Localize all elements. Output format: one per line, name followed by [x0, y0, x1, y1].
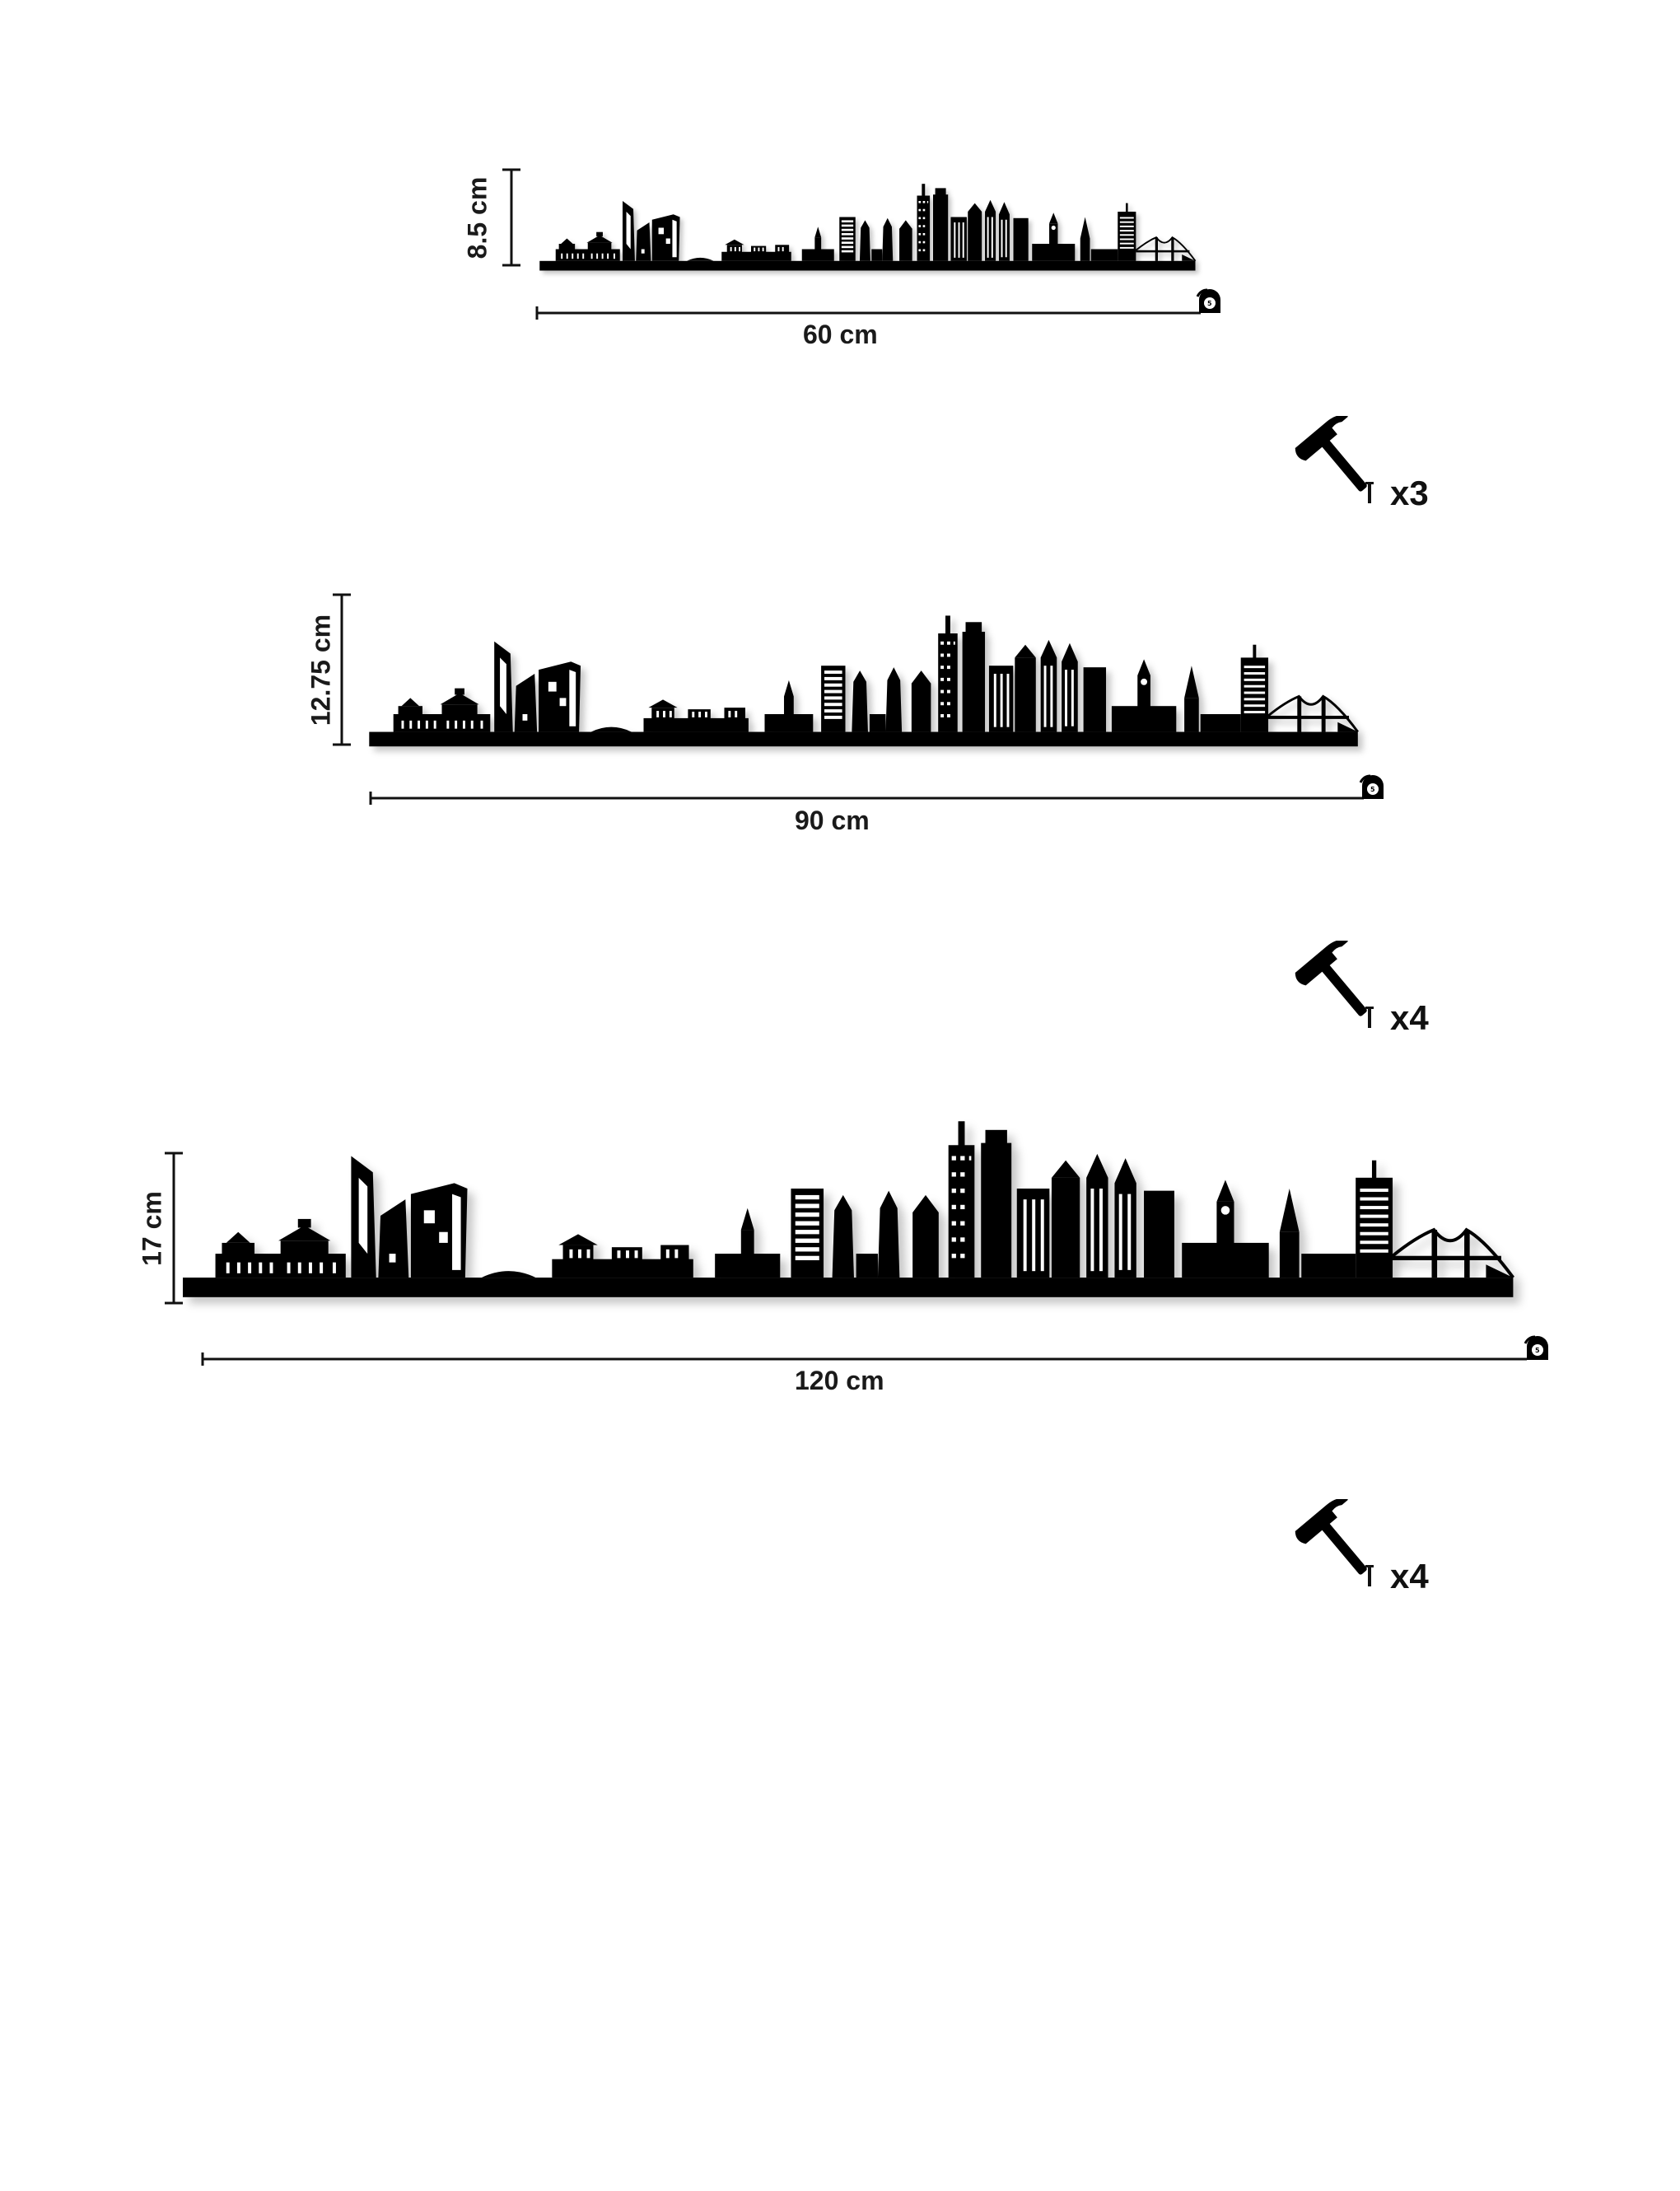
- variant-120cm: 17 cm 120 cm x4: [0, 1054, 1680, 1680]
- variant-60cm: 8.5 cm 60 cm x3: [0, 0, 1680, 527]
- tape-measure-icon: [1196, 288, 1222, 315]
- nail-requirement: x4: [1293, 1499, 1458, 1598]
- width-label: 60 cm: [803, 320, 878, 349]
- width-label: 90 cm: [795, 806, 870, 835]
- height-label: 8.5 cm: [462, 176, 492, 259]
- skyline-silhouette: [535, 169, 1202, 276]
- height-label: 12.75 cm: [306, 614, 336, 726]
- width-dimension-line: [369, 792, 1364, 805]
- height-label: 17 cm: [137, 1191, 167, 1266]
- nail-count: x3: [1390, 474, 1429, 512]
- width-dimension-line: [535, 306, 1201, 320]
- height-dimension-line: [333, 593, 351, 746]
- variant-90cm: 12.75 cm 90 cm x4: [0, 527, 1680, 1054]
- height-dimension-line: [502, 168, 520, 267]
- tape-measure-icon: [1524, 1335, 1550, 1362]
- skyline-silhouette: [366, 593, 1365, 754]
- width-label: 120 cm: [795, 1366, 884, 1395]
- width-dimension-line: [201, 2183, 209, 2191]
- nail-count: x4: [1390, 1557, 1429, 1595]
- tape-measure-icon: [1359, 774, 1385, 801]
- width-dimension-line: [201, 1352, 1527, 1366]
- nail-requirement: x3: [1293, 416, 1458, 515]
- height-dimension-line: [165, 1152, 183, 1305]
- skyline-silhouette: [183, 1117, 1519, 1308]
- nail-count: x4: [1390, 998, 1429, 1037]
- nail-requirement: x4: [1293, 941, 1458, 1039]
